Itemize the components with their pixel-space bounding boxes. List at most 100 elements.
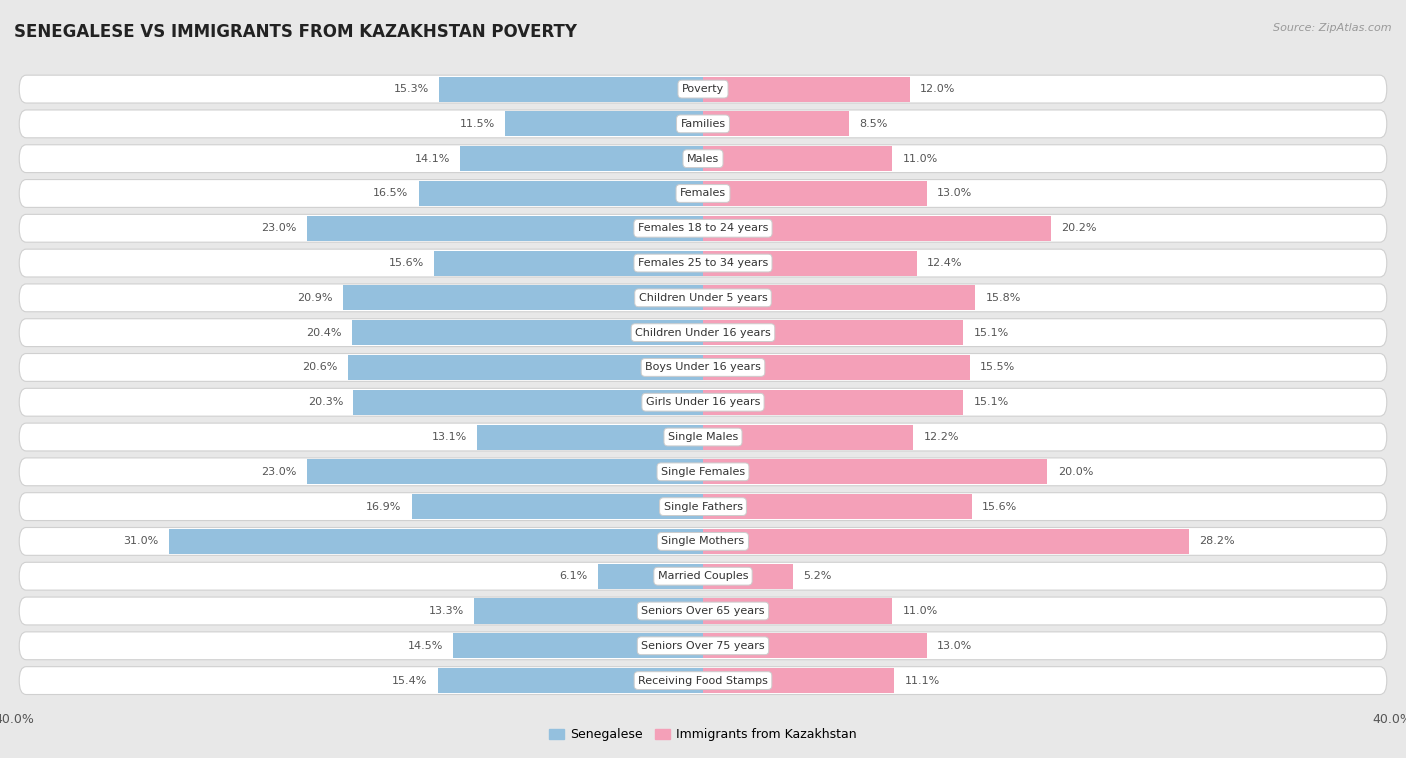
Bar — [703, 181, 927, 206]
FancyBboxPatch shape — [20, 493, 1386, 521]
Bar — [419, 181, 703, 206]
Bar — [353, 390, 703, 415]
Bar — [434, 251, 703, 276]
Text: 11.0%: 11.0% — [903, 154, 938, 164]
FancyBboxPatch shape — [20, 632, 1386, 659]
Bar — [703, 146, 893, 171]
Text: 31.0%: 31.0% — [124, 537, 159, 547]
FancyBboxPatch shape — [20, 423, 1386, 451]
Bar — [453, 633, 703, 658]
Text: 20.2%: 20.2% — [1062, 224, 1097, 233]
Bar — [307, 216, 703, 241]
FancyBboxPatch shape — [20, 145, 1386, 173]
Bar — [352, 320, 703, 345]
Bar — [703, 424, 912, 449]
Bar — [703, 77, 910, 102]
Bar — [703, 251, 917, 276]
FancyBboxPatch shape — [20, 110, 1386, 138]
Bar — [598, 564, 703, 589]
Text: 20.6%: 20.6% — [302, 362, 337, 372]
FancyBboxPatch shape — [20, 388, 1386, 416]
Bar — [703, 668, 894, 693]
FancyBboxPatch shape — [20, 180, 1386, 208]
Text: 16.5%: 16.5% — [373, 189, 409, 199]
FancyBboxPatch shape — [20, 528, 1386, 556]
FancyBboxPatch shape — [20, 562, 1386, 590]
Text: Children Under 16 years: Children Under 16 years — [636, 327, 770, 337]
Text: 8.5%: 8.5% — [859, 119, 889, 129]
Text: 15.1%: 15.1% — [973, 327, 1008, 337]
Text: 23.0%: 23.0% — [262, 467, 297, 477]
Text: 11.5%: 11.5% — [460, 119, 495, 129]
FancyBboxPatch shape — [20, 353, 1386, 381]
Bar — [703, 459, 1047, 484]
Bar — [703, 320, 963, 345]
Bar — [703, 564, 793, 589]
FancyBboxPatch shape — [20, 458, 1386, 486]
Text: Single Females: Single Females — [661, 467, 745, 477]
Text: 14.1%: 14.1% — [415, 154, 450, 164]
Text: 12.2%: 12.2% — [924, 432, 959, 442]
Text: 15.6%: 15.6% — [981, 502, 1018, 512]
Bar — [478, 424, 703, 449]
Bar — [703, 285, 976, 310]
Text: Poverty: Poverty — [682, 84, 724, 94]
Bar — [343, 285, 703, 310]
FancyBboxPatch shape — [20, 667, 1386, 694]
Text: 6.1%: 6.1% — [560, 572, 588, 581]
Bar — [437, 668, 703, 693]
Text: 28.2%: 28.2% — [1199, 537, 1234, 547]
FancyBboxPatch shape — [20, 215, 1386, 243]
Text: Females 25 to 34 years: Females 25 to 34 years — [638, 258, 768, 268]
Bar — [703, 111, 849, 136]
Text: Single Mothers: Single Mothers — [661, 537, 745, 547]
Text: 5.2%: 5.2% — [803, 572, 831, 581]
FancyBboxPatch shape — [20, 284, 1386, 312]
Text: 13.0%: 13.0% — [938, 189, 973, 199]
Bar — [703, 216, 1050, 241]
Bar — [703, 599, 893, 624]
Text: Males: Males — [688, 154, 718, 164]
Bar — [703, 355, 970, 380]
Bar — [307, 459, 703, 484]
Text: Girls Under 16 years: Girls Under 16 years — [645, 397, 761, 407]
Text: Receiving Food Stamps: Receiving Food Stamps — [638, 675, 768, 685]
FancyBboxPatch shape — [20, 318, 1386, 346]
Text: 20.0%: 20.0% — [1057, 467, 1094, 477]
Text: 11.0%: 11.0% — [903, 606, 938, 616]
Text: 23.0%: 23.0% — [262, 224, 297, 233]
Bar — [703, 529, 1188, 554]
Bar — [412, 494, 703, 519]
Text: 13.0%: 13.0% — [938, 641, 973, 651]
Text: SENEGALESE VS IMMIGRANTS FROM KAZAKHSTAN POVERTY: SENEGALESE VS IMMIGRANTS FROM KAZAKHSTAN… — [14, 23, 576, 41]
Text: 15.1%: 15.1% — [973, 397, 1008, 407]
Text: 20.4%: 20.4% — [307, 327, 342, 337]
Text: 15.5%: 15.5% — [980, 362, 1015, 372]
Text: 13.1%: 13.1% — [432, 432, 467, 442]
Text: Children Under 5 years: Children Under 5 years — [638, 293, 768, 303]
FancyBboxPatch shape — [20, 249, 1386, 277]
Bar — [703, 494, 972, 519]
Legend: Senegalese, Immigrants from Kazakhstan: Senegalese, Immigrants from Kazakhstan — [544, 723, 862, 747]
FancyBboxPatch shape — [20, 597, 1386, 625]
Bar — [703, 390, 963, 415]
Text: Families: Families — [681, 119, 725, 129]
Text: Females: Females — [681, 189, 725, 199]
Text: 13.3%: 13.3% — [429, 606, 464, 616]
Bar — [703, 633, 927, 658]
Text: 11.1%: 11.1% — [904, 675, 939, 685]
Text: Females 18 to 24 years: Females 18 to 24 years — [638, 224, 768, 233]
Text: Married Couples: Married Couples — [658, 572, 748, 581]
Bar — [474, 599, 703, 624]
Text: 12.4%: 12.4% — [927, 258, 962, 268]
Text: Single Fathers: Single Fathers — [664, 502, 742, 512]
Text: Source: ZipAtlas.com: Source: ZipAtlas.com — [1274, 23, 1392, 33]
Bar — [349, 355, 703, 380]
FancyBboxPatch shape — [20, 75, 1386, 103]
Bar — [169, 529, 703, 554]
Text: 14.5%: 14.5% — [408, 641, 443, 651]
Text: Seniors Over 65 years: Seniors Over 65 years — [641, 606, 765, 616]
Bar — [440, 77, 703, 102]
Text: 15.4%: 15.4% — [392, 675, 427, 685]
Text: Boys Under 16 years: Boys Under 16 years — [645, 362, 761, 372]
